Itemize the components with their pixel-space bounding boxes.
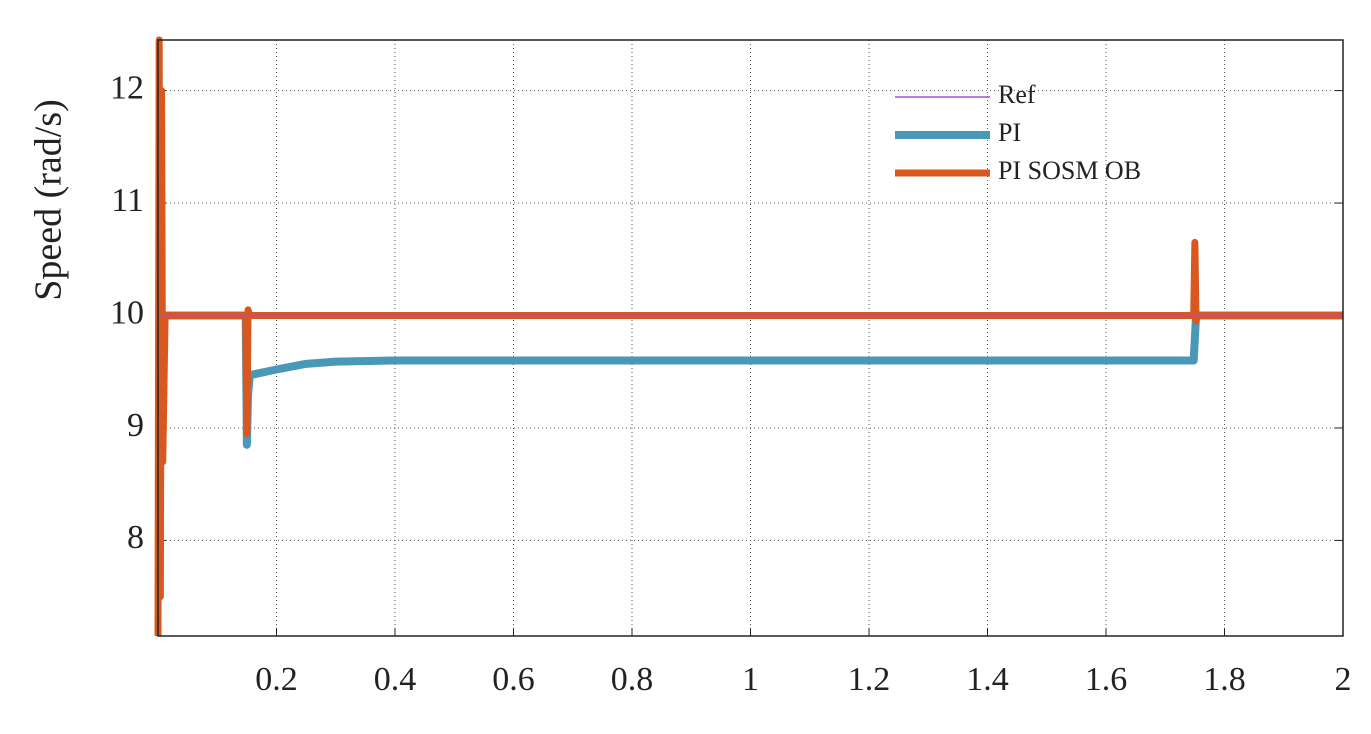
x-tick-label: 1.4 bbox=[966, 661, 1009, 698]
y-tick-label: 8 bbox=[127, 519, 144, 556]
x-tick-label: 1.8 bbox=[1203, 661, 1246, 698]
plot-frame bbox=[157, 39, 1344, 637]
x-tick-label: 1 bbox=[742, 661, 759, 698]
legend-label: Ref bbox=[998, 80, 1036, 109]
x-tick-label: 0.6 bbox=[492, 661, 535, 698]
legend-label: PI bbox=[998, 118, 1021, 147]
x-tick-label: 0.8 bbox=[611, 661, 654, 698]
x-tick-label: 1.6 bbox=[1085, 661, 1128, 698]
y-tick-label: 11 bbox=[111, 182, 144, 219]
y-tick-label: 9 bbox=[127, 407, 144, 444]
x-tick-label: 2 bbox=[1335, 661, 1352, 698]
x-tick-label: 0.2 bbox=[255, 661, 298, 698]
y-axis-label: Speed (rad/s) bbox=[28, 99, 70, 301]
y-tick-label: 10 bbox=[110, 294, 144, 331]
y-tick-label: 12 bbox=[110, 69, 144, 106]
data-line bbox=[154, 36, 1343, 637]
legend-label: PI SOSM OB bbox=[998, 156, 1141, 185]
x-tick-label: 1.2 bbox=[848, 661, 891, 698]
x-tick-label: 0.4 bbox=[374, 661, 417, 698]
